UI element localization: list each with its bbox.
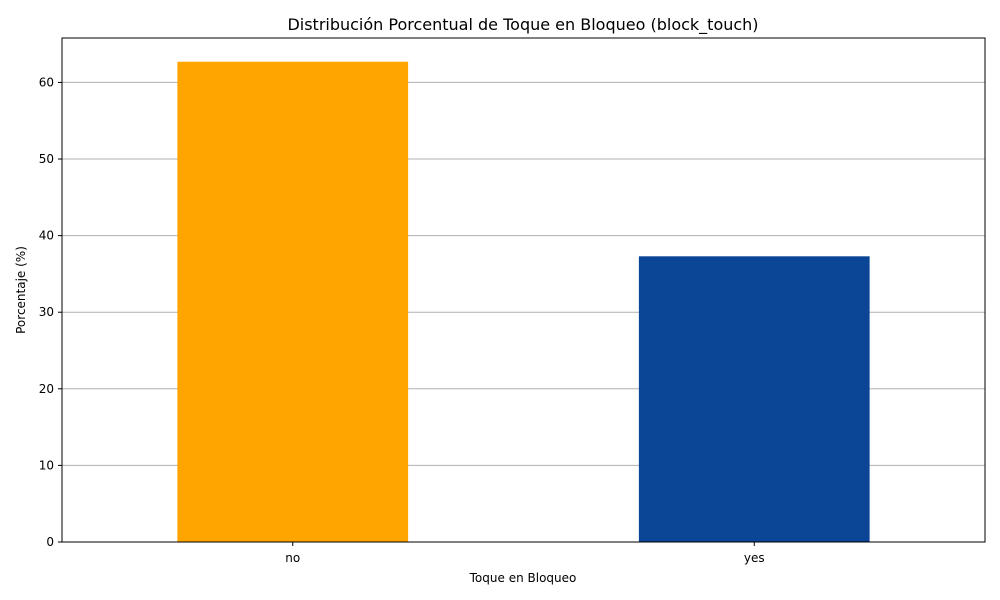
- bars: [177, 61, 870, 542]
- y-tick-label: 40: [39, 229, 54, 243]
- y-tick-label: 30: [39, 305, 54, 319]
- y-tick-label: 20: [39, 382, 54, 396]
- x-axis: no yes: [285, 542, 765, 565]
- chart-title: Distribución Porcentual de Toque en Bloq…: [287, 15, 758, 35]
- x-tick-label: yes: [744, 551, 765, 565]
- y-tick-label: 0: [46, 535, 54, 549]
- bar-yes: [638, 256, 870, 542]
- y-tick-label: 60: [39, 75, 54, 89]
- plot-frame: [61, 37, 986, 543]
- bar-no: [177, 61, 409, 542]
- x-tick-label: no: [285, 551, 300, 565]
- y-tick-label: 10: [39, 458, 54, 472]
- x-axis-label: Toque en Bloqueo: [469, 571, 577, 585]
- y-tick-label: 50: [39, 152, 54, 166]
- y-axis-label: Porcentaje (%): [14, 246, 28, 334]
- y-axis: 0 10 20 30 40 50 60: [39, 75, 62, 549]
